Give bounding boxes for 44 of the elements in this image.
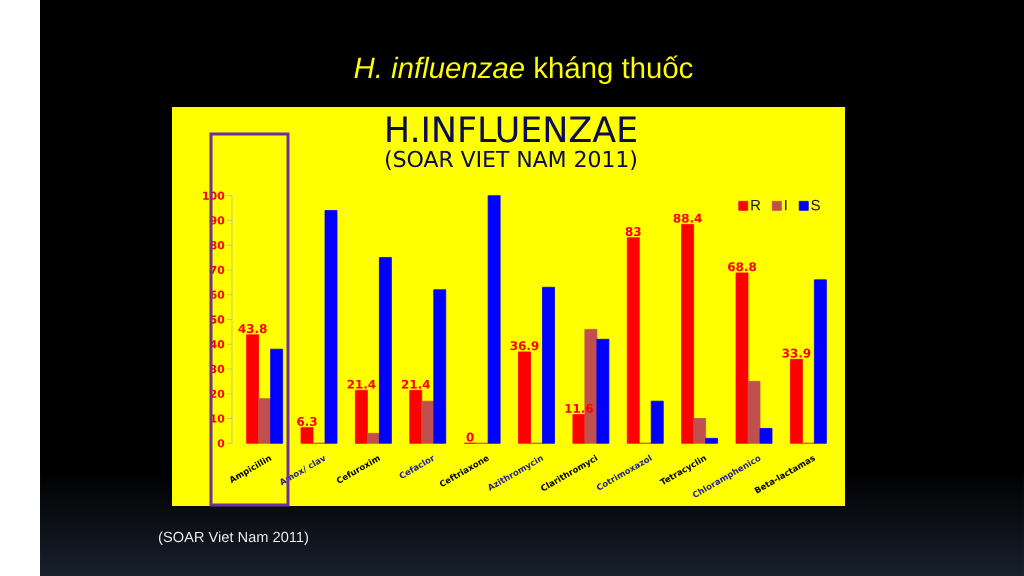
bar (433, 289, 447, 444)
data-label: 21.4 (401, 379, 430, 389)
chart-subtitle: (SOAR VIET NAM 2011) (386, 150, 636, 170)
data-label: 6.3 (297, 416, 317, 426)
data-label: 83 (625, 227, 641, 237)
data-label: 36.9 (510, 341, 539, 351)
chart-title: H.INFLUENZAE (387, 116, 636, 143)
bar (681, 224, 695, 444)
bar (789, 358, 803, 444)
bar (626, 237, 640, 444)
bar (813, 279, 827, 444)
bar (354, 389, 368, 444)
data-label: 43.8 (238, 324, 267, 334)
bar (300, 427, 314, 444)
bar (735, 272, 749, 444)
bar (366, 432, 380, 444)
bar (246, 334, 260, 444)
bar (378, 257, 392, 444)
bar (759, 428, 773, 444)
data-label: 88.4 (673, 213, 702, 223)
bar (747, 380, 761, 444)
bar (572, 414, 586, 444)
text: (SOAR Viet Nam 2011) (158, 531, 309, 546)
legend-label: R (751, 199, 761, 211)
y-tick-label: 0 (217, 439, 225, 448)
bar (518, 351, 531, 444)
text: H. influenzae kháng thuốc (354, 55, 693, 85)
bar (650, 400, 664, 444)
bar (487, 195, 501, 444)
bar (421, 400, 435, 444)
bar (409, 389, 423, 444)
data-label: 33.9 (782, 348, 811, 358)
legend-label: S (811, 199, 820, 211)
bar (542, 286, 555, 444)
data-label: 21.4 (347, 379, 376, 389)
bar (596, 338, 610, 444)
legend-label: I (785, 199, 787, 211)
bar (270, 348, 284, 444)
bar (705, 437, 719, 444)
bar (324, 210, 338, 444)
data-label: 0 (466, 432, 474, 442)
bar (258, 398, 272, 444)
bar (693, 418, 707, 444)
data-label: 68.8 (728, 262, 757, 272)
